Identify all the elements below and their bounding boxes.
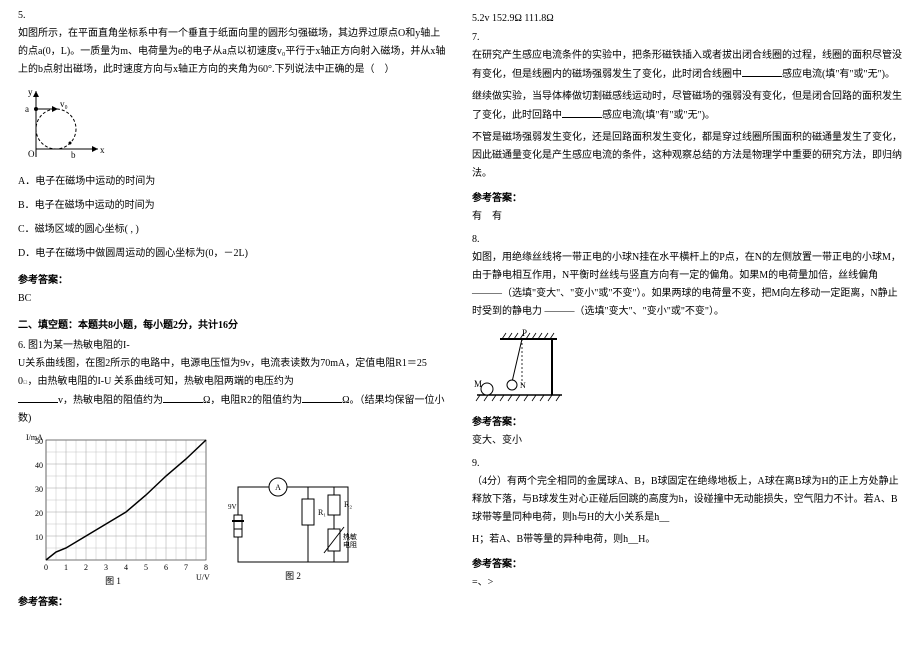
fig1-label: 图 1 <box>105 576 121 586</box>
svg-text:A: A <box>275 483 281 492</box>
q9-number: 9. <box>472 458 902 469</box>
left-column: 5. 如图所示，在平面直角坐标系中有一个垂直于纸面向里的圆形匀强磁场，其边界过原… <box>0 0 460 651</box>
svg-text:U/V: U/V <box>196 573 210 582</box>
svg-text:9V: 9V <box>228 503 237 511</box>
q5-opt-b: B．电子在磁场中运动的时间为 <box>18 195 448 217</box>
fig2-label: 图 2 <box>285 571 301 581</box>
svg-text:30: 30 <box>35 485 43 494</box>
svg-text:4: 4 <box>124 563 128 572</box>
q5-opt-d: D．电子在磁场中做圆周运动的圆心坐标为(0，－2L) <box>18 243 448 265</box>
q8-p1: 如图，用绝缘丝线将一带正电的小球N挂在水平横杆上的P点，在N的左侧放置一带正电的… <box>472 249 902 321</box>
q5-diagram: a v₀ O b x y <box>18 85 448 165</box>
q9-answer-label: 参考答案： <box>472 555 902 570</box>
section-2-title: 二、填空题：本题共8小题，每小题2分，共计16分 <box>18 316 448 331</box>
label-v0: v₀ <box>60 99 68 109</box>
q6-figures: 10 20 30 40 50 I/mA 0 1 2 3 4 5 6 7 <box>18 432 448 587</box>
label-O: O <box>28 149 35 159</box>
q8-diagram: P N M <box>472 327 902 407</box>
q6-chart: 10 20 30 40 50 I/mA 0 1 2 3 4 5 6 7 <box>18 432 218 587</box>
q7-answer-label: 参考答案： <box>472 189 902 204</box>
q7-p2: 继续做实验，当导体棒做切割磁感线运动时，尽管磁场的强弱没有变化，但是闭合回路的面… <box>472 88 902 125</box>
q5-number: 5. <box>18 10 448 21</box>
q7-answer: 有 有 <box>472 208 902 226</box>
q6-circuit: 9V A R₁ R₂ 热敏 电阻 <box>228 477 363 587</box>
q7-p1: 在研究产生感应电流条件的实验中，把条形磁铁插入或者拔出闭合线圈的过程，线圈的面积… <box>472 47 902 84</box>
q7-p3: 不管是磁场强弱发生变化，还是回路面积发生变化，都是穿过线圈所围面积的磁通量发生了… <box>472 129 902 183</box>
q7-number: 7. <box>472 32 902 43</box>
q8-answer-label: 参考答案： <box>472 413 902 428</box>
svg-text:M: M <box>474 379 482 389</box>
svg-text:5: 5 <box>144 563 148 572</box>
svg-text:电阻: 电阻 <box>343 540 357 549</box>
svg-text:6: 6 <box>164 563 168 572</box>
q6-answer-values: 5.2v 152.9Ω 111.8Ω <box>472 10 902 28</box>
svg-text:R₂: R₂ <box>344 500 352 509</box>
q5-text: 如图所示，在平面直角坐标系中有一个垂直于纸面向里的圆形匀强磁场，其边界过原点O和… <box>18 25 448 79</box>
q6-answer-label: 参考答案： <box>18 593 448 608</box>
svg-text:N: N <box>520 381 526 390</box>
label-a: a <box>25 104 29 114</box>
label-y: y <box>28 87 33 97</box>
svg-text:7: 7 <box>184 563 188 572</box>
svg-text:R₁: R₁ <box>318 508 326 517</box>
q5-opt-a: A．电子在磁场中运动的时间为 <box>18 171 448 193</box>
right-column: 5.2v 152.9Ω 111.8Ω 7. 在研究产生感应电流条件的实验中，把条… <box>460 0 920 651</box>
q5-answer-label: 参考答案： <box>18 271 448 286</box>
svg-text:2: 2 <box>84 563 88 572</box>
svg-text:0: 0 <box>44 563 48 572</box>
svg-text:热敏: 热敏 <box>343 532 357 541</box>
svg-text:P: P <box>522 328 527 338</box>
q5-opt-c: C．磁场区域的圆心坐标( , ) <box>18 219 448 241</box>
label-b: b <box>71 150 76 160</box>
svg-text:40: 40 <box>35 461 43 470</box>
svg-text:I/mA: I/mA <box>26 433 43 442</box>
label-x: x <box>100 145 105 155</box>
q9-p1: （4分）有两个完全相同的金属球A、B，B球固定在绝缘地板上，A球在离B球为H的正… <box>472 473 902 527</box>
svg-text:20: 20 <box>35 509 43 518</box>
q9-p2: H；若A、B带等量的异种电荷，则h__H。 <box>472 531 902 549</box>
svg-text:3: 3 <box>104 563 108 572</box>
q9-answer: =、> <box>472 574 902 592</box>
q6-num: 6. <box>18 340 26 351</box>
q8-answer: 变大、变小 <box>472 432 902 450</box>
svg-text:1: 1 <box>64 563 68 572</box>
q6-text: 6. 图1为某一热敏电阻的I- U关系曲线图，在图2所示的电路中，电源电压恒为9… <box>18 337 448 428</box>
q5-answer: BC <box>18 290 448 308</box>
q8-number: 8. <box>472 234 902 245</box>
svg-text:8: 8 <box>204 563 208 572</box>
svg-text:10: 10 <box>35 533 43 542</box>
